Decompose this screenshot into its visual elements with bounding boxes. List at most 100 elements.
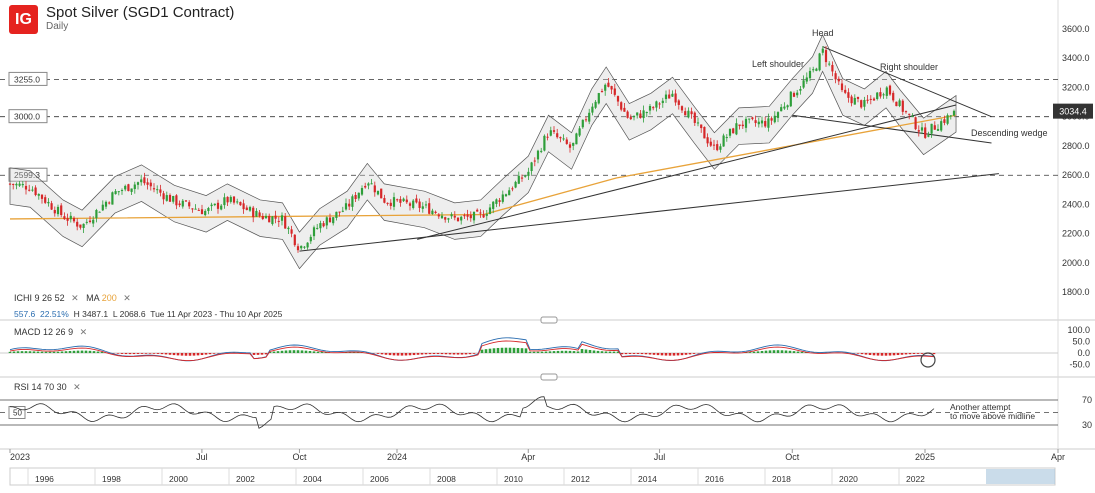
candle-body	[754, 120, 757, 124]
candle-body	[533, 160, 536, 162]
macd-p3: 9	[68, 327, 74, 337]
macd-histogram-bar	[572, 351, 576, 353]
candle-body	[767, 118, 770, 128]
macd-histogram-bar	[660, 353, 664, 356]
candle-body	[527, 171, 530, 177]
macd-histogram-bar	[748, 352, 752, 353]
macd-histogram-bar	[384, 353, 388, 355]
candle-body	[495, 199, 498, 204]
macd-histogram-bar	[644, 353, 648, 355]
candle-body	[37, 194, 40, 196]
macd-histogram-bar	[400, 353, 404, 356]
macd-histogram-bar	[552, 351, 556, 353]
candle-body	[434, 211, 437, 214]
candle-body	[351, 196, 354, 207]
macd-histogram-bar	[412, 353, 416, 356]
level-tag	[8, 71, 48, 86]
candle-body	[412, 200, 415, 208]
macd-histogram-bar	[304, 350, 308, 353]
navigator-year-label: 2004	[303, 474, 322, 484]
candle-body	[402, 198, 405, 202]
candle-body	[53, 209, 56, 214]
macd-histogram-bar	[120, 353, 124, 354]
ichi-remove-icon[interactable]: ✕	[71, 293, 79, 303]
macd-histogram-bar	[420, 353, 424, 355]
candle-body	[623, 107, 626, 112]
macd-histogram-bar	[60, 351, 64, 353]
macd-histogram-bar	[148, 353, 152, 354]
candle-body	[696, 122, 700, 124]
macd-histogram-bar	[12, 351, 16, 353]
stat-pct: 22.51%	[40, 309, 69, 319]
macd-histogram-bar	[788, 350, 792, 353]
macd-histogram-bar	[48, 351, 52, 353]
level-tag-label: 3255.0	[14, 74, 40, 84]
candle-body	[40, 194, 44, 199]
candle-body	[309, 236, 312, 242]
rsi-remove-icon[interactable]: ✕	[73, 382, 81, 392]
candle-body	[316, 227, 319, 229]
candle-body	[498, 200, 501, 202]
candle-body	[901, 100, 904, 112]
candle-body	[607, 82, 610, 87]
candle-body	[354, 194, 357, 200]
macd-remove-icon[interactable]: ✕	[79, 327, 88, 337]
candle-body	[312, 227, 316, 237]
macd-histogram-bar	[452, 353, 456, 355]
candle-body	[840, 83, 844, 91]
candle-body	[613, 88, 616, 95]
candle-body	[399, 199, 402, 203]
candle-body	[850, 96, 853, 104]
macd-histogram-bar	[576, 351, 580, 353]
candle-body	[645, 112, 648, 114]
macd-histogram-bar	[932, 353, 936, 355]
candle-body	[421, 206, 424, 209]
candle-body	[216, 202, 220, 209]
annotation-rsi-note-1: Another attempt	[950, 402, 1011, 412]
candle-body	[620, 102, 623, 110]
candle-body	[24, 185, 28, 190]
macd-histogram-bar	[592, 350, 596, 353]
macd-histogram-bar	[324, 352, 328, 353]
macd-highlight-circle	[920, 352, 936, 368]
macd-histogram-bar	[252, 353, 256, 355]
macd-histogram-bar	[352, 352, 356, 353]
ma-remove-icon[interactable]: ✕	[123, 293, 131, 303]
macd-label: MACD	[14, 327, 41, 337]
candle-body	[687, 110, 690, 118]
candle-body	[69, 215, 72, 220]
candle-body	[604, 84, 607, 91]
macd-histogram-bar	[184, 353, 188, 356]
macd-histogram-bar	[16, 351, 20, 353]
candle-body	[789, 91, 792, 107]
candle-body	[562, 138, 565, 140]
level-tag	[8, 109, 48, 124]
candle-body	[680, 106, 684, 111]
candle-body	[904, 111, 908, 113]
candle-body	[236, 201, 239, 203]
candle-body	[8, 183, 12, 185]
macd-histogram-bar	[856, 353, 860, 354]
macd-histogram-bar	[588, 350, 592, 353]
candle-body	[364, 185, 367, 188]
macd-histogram-bar	[84, 350, 88, 353]
candle-body	[178, 203, 181, 206]
macd-histogram-bar	[428, 353, 432, 355]
candle-body	[565, 139, 568, 144]
candle-body	[738, 124, 741, 127]
candle-body	[652, 107, 655, 109]
macd-histogram-bar	[300, 350, 304, 353]
candle-body	[751, 117, 754, 120]
candle-body	[424, 204, 428, 206]
candle-body	[808, 70, 812, 79]
macd-histogram-bar	[308, 351, 312, 353]
candle-body	[597, 93, 600, 104]
candle-body	[556, 133, 559, 138]
candle-body	[709, 141, 712, 146]
candle-body	[520, 177, 524, 179]
candle-body	[172, 196, 175, 202]
candle-body	[383, 198, 386, 203]
candle-body	[181, 200, 184, 207]
y-tick-label: 2200.0	[1062, 229, 1090, 239]
